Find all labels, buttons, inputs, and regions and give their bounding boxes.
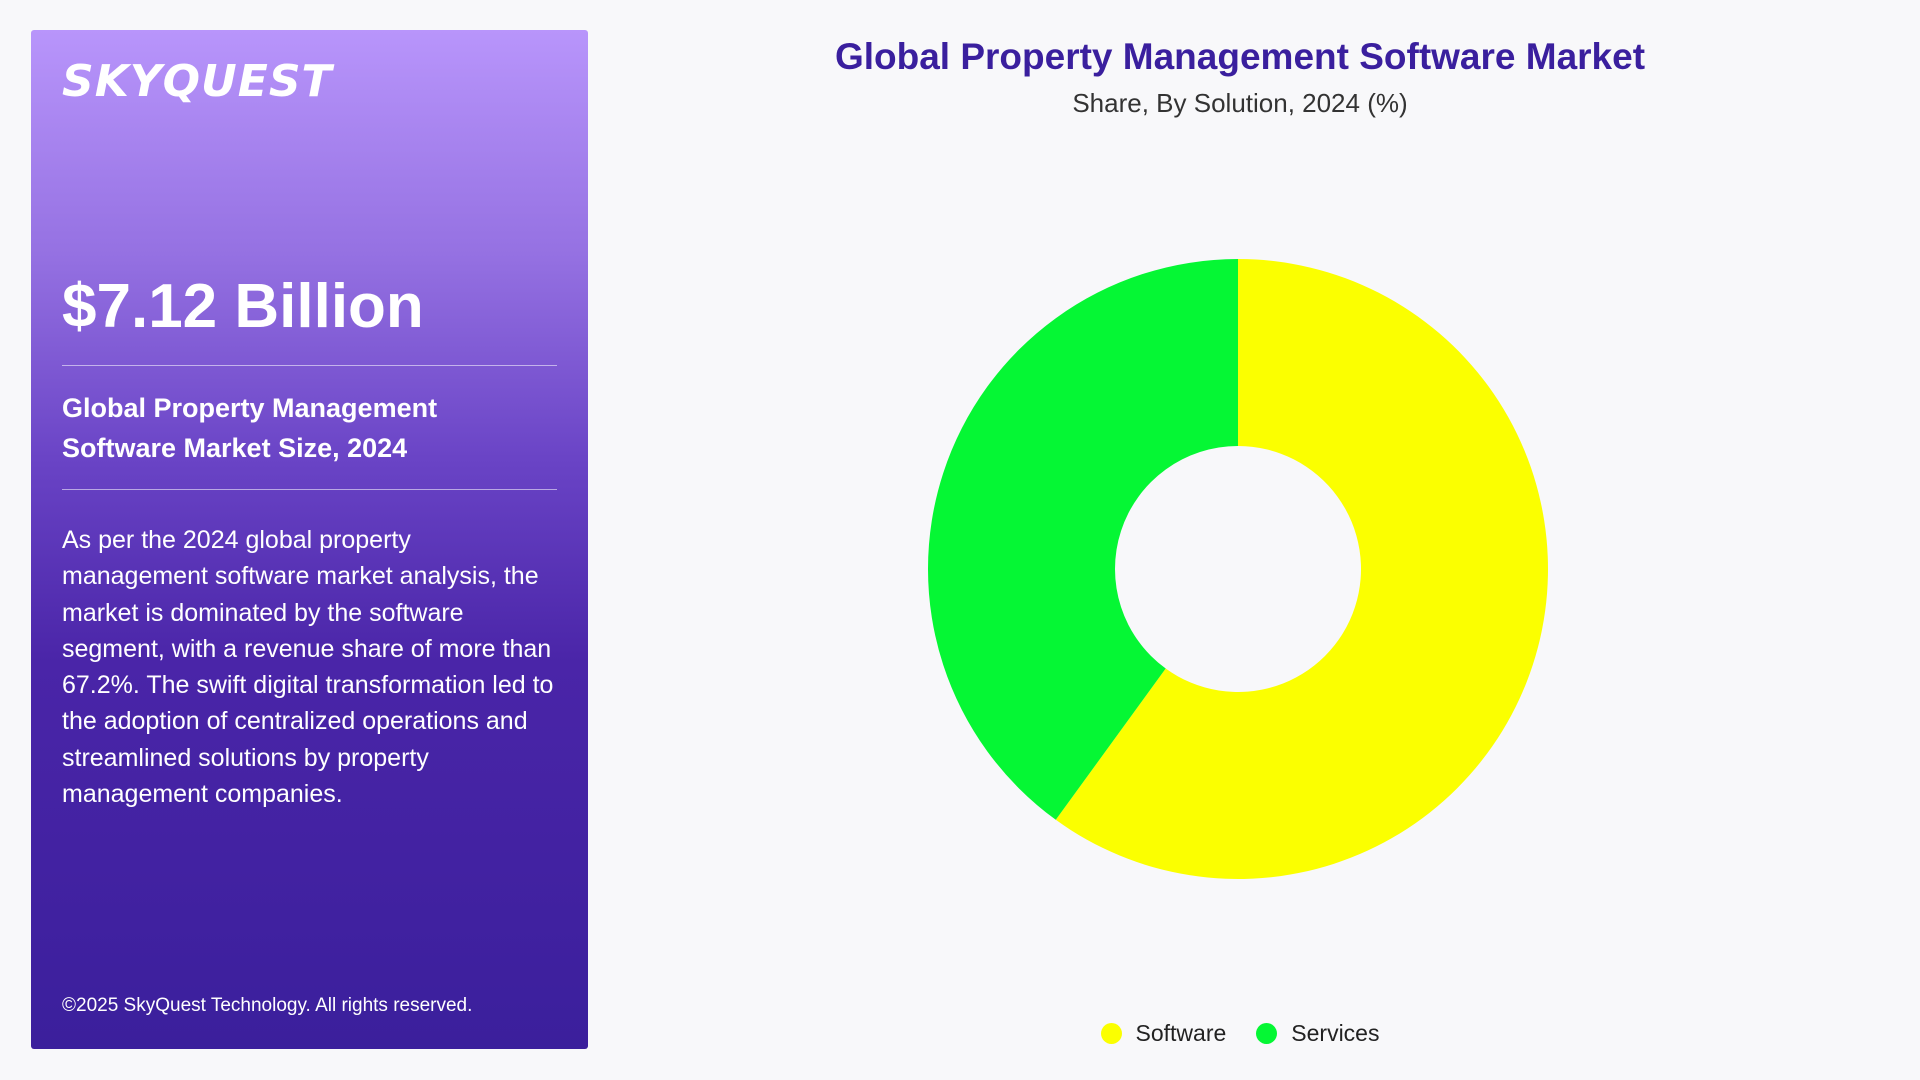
chart-subtitle: Share, By Solution, 2024 (%) bbox=[1072, 88, 1408, 118]
market-description: As per the 2024 global property manageme… bbox=[62, 526, 554, 809]
skyquest-logo: SKYQUEST bbox=[62, 56, 333, 107]
divider-top bbox=[62, 365, 557, 366]
slice-services bbox=[927, 258, 1238, 820]
legend-label-software: Software bbox=[1135, 1020, 1227, 1046]
chart-legend: Software Services bbox=[0, 1020, 1920, 1047]
legend-swatch-services bbox=[1256, 1023, 1278, 1044]
market-size-label: Global Property Management Software Mark… bbox=[62, 393, 438, 463]
slice-software bbox=[1055, 259, 1548, 879]
legend-swatch-software bbox=[1100, 1023, 1122, 1044]
legend-label-services: Services bbox=[1291, 1020, 1380, 1046]
chart-title: Global Property Management Software Mark… bbox=[834, 36, 1646, 77]
legend-item-services: Services bbox=[1256, 1020, 1379, 1047]
copyright-notice: ©2025 SkyQuest Technology. All rights re… bbox=[62, 995, 473, 1016]
summary-panel: SKYQUEST $7.12 Billion Global Property M… bbox=[31, 30, 588, 1049]
market-size-value: $7.12 Billion bbox=[62, 272, 424, 341]
divider-bottom bbox=[62, 489, 557, 490]
legend-item-software: Software bbox=[1100, 1020, 1227, 1047]
